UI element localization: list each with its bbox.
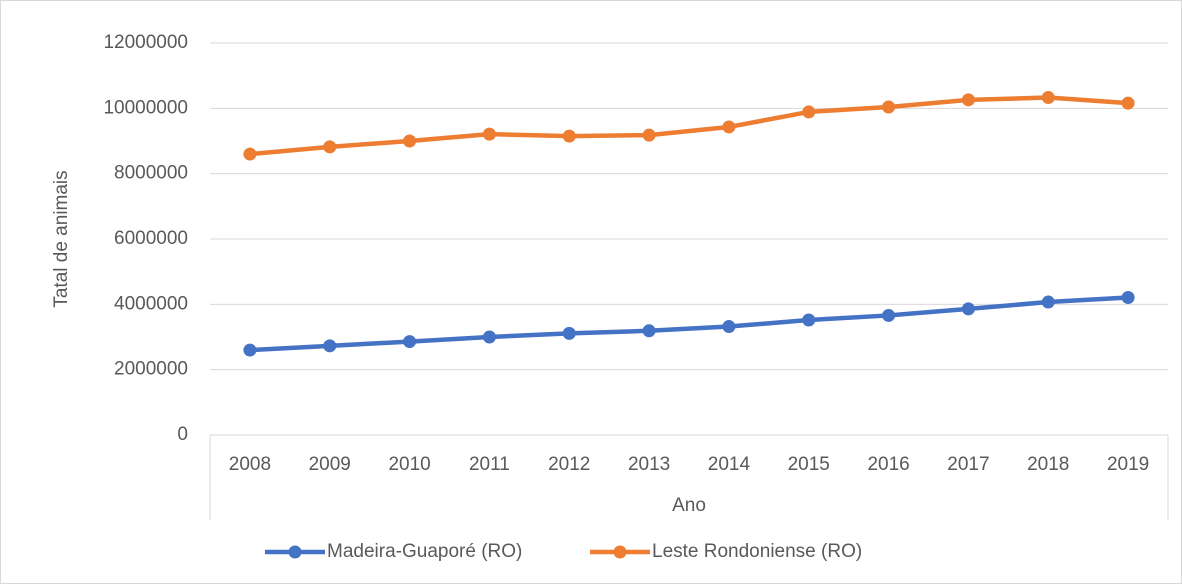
point-marker: [403, 335, 417, 349]
point-marker: [323, 140, 337, 154]
legend-label: Madeira-Guaporé (RO): [327, 541, 522, 562]
point-marker: [482, 127, 496, 141]
y-tick-label: 10000000: [103, 97, 188, 118]
x-tick-label: 2011: [469, 454, 510, 475]
y-axis-label: Tatal de animais: [51, 170, 72, 307]
x-tick-label: 2017: [947, 454, 989, 475]
y-tick-label: 2000000: [114, 359, 188, 380]
point-marker: [243, 147, 257, 161]
point-marker: [482, 330, 496, 344]
point-marker: [802, 313, 816, 327]
point-marker: [562, 326, 576, 340]
series-line: [249, 95, 1129, 157]
point-marker: [562, 129, 576, 143]
x-tick-label: 2018: [1027, 454, 1069, 475]
point-marker: [802, 105, 816, 119]
y-tick-label: 12000000: [103, 32, 188, 53]
point-marker: [1121, 290, 1135, 304]
legend-marker: [613, 545, 627, 559]
x-tick-label: 2012: [548, 454, 590, 475]
point-marker: [642, 324, 656, 338]
point-marker: [722, 120, 736, 134]
y-tick-label: 4000000: [114, 293, 188, 314]
point-marker: [722, 320, 736, 334]
x-tick-label: 2014: [708, 454, 751, 475]
y-tick-label: 0: [177, 424, 188, 445]
point-marker: [323, 339, 337, 353]
point-marker: [243, 343, 257, 357]
x-tick-label: 2019: [1107, 454, 1149, 475]
x-tick-label: 2016: [867, 454, 909, 475]
x-tick-label: 2013: [628, 454, 670, 475]
y-tick-label: 6000000: [114, 228, 188, 249]
point-marker: [961, 302, 975, 316]
point-marker: [403, 134, 417, 148]
point-marker: [1041, 295, 1055, 309]
x-tick-label: 2015: [788, 454, 830, 475]
x-tick-label: 2008: [229, 454, 271, 475]
series-line: [249, 295, 1129, 353]
x-tick-label: 2010: [388, 454, 430, 475]
point-marker: [961, 93, 975, 107]
x-axis-label: Ano: [672, 495, 706, 516]
x-tick-label: 2009: [309, 454, 351, 475]
point-marker: [882, 100, 896, 114]
legend-marker: [288, 545, 302, 559]
point-marker: [642, 128, 656, 142]
point-marker: [1121, 96, 1135, 110]
legend-label: Leste Rondoniense (RO): [652, 541, 862, 562]
point-marker: [1041, 91, 1055, 105]
y-tick-label: 8000000: [114, 163, 188, 184]
point-marker: [882, 308, 896, 322]
